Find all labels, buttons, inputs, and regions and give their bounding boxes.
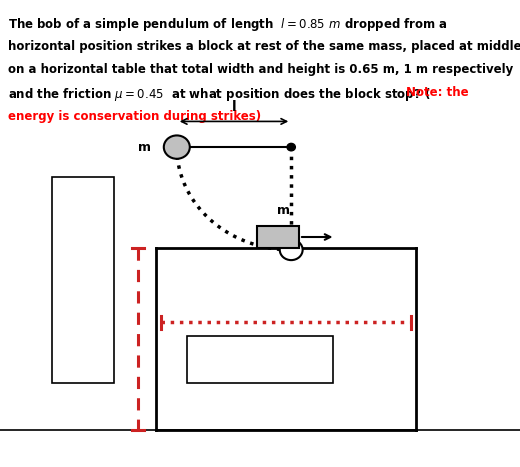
Text: and the friction $\mu = 0.45$  at what position does the block stop? (: and the friction $\mu = 0.45$ at what po… <box>8 86 431 103</box>
Bar <box>187 336 333 383</box>
Text: Width =: Width = <box>232 353 288 366</box>
Text: The bob of a simple pendulum of length  $l = 0.85$ $m$ dropped from a: The bob of a simple pendulum of length $… <box>8 16 448 33</box>
Text: m: m <box>138 141 151 154</box>
Circle shape <box>164 135 190 159</box>
Circle shape <box>280 240 303 260</box>
Text: on a horizontal table that total width and height is 0.65 m, 1 m respectively: on a horizontal table that total width a… <box>8 63 513 76</box>
Bar <box>257 226 299 248</box>
Text: horizontal position strikes a block at rest of the same mass, placed at middle: horizontal position strikes a block at r… <box>8 40 520 53</box>
Circle shape <box>287 143 295 151</box>
Bar <box>52 177 114 383</box>
Text: Hight =: Hight = <box>78 258 88 303</box>
Text: m: m <box>277 204 290 217</box>
Text: Note: the: Note: the <box>406 86 468 99</box>
Text: energy is conservation during strikes): energy is conservation during strikes) <box>8 110 261 123</box>
Text: l: l <box>232 100 236 114</box>
